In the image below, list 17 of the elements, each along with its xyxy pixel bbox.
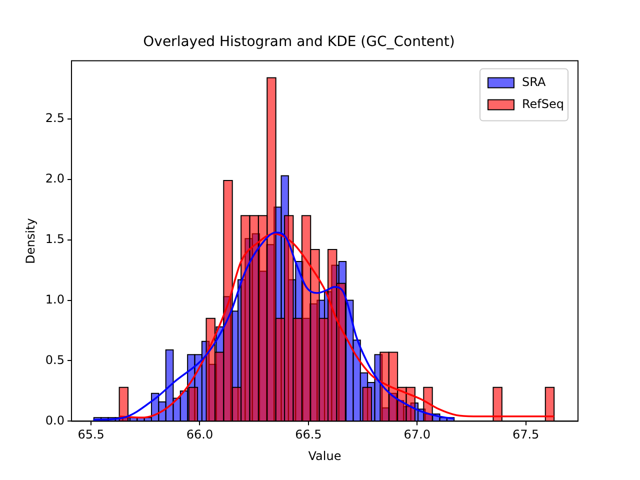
x-tick-label: 65.5 [78,428,104,442]
line-series [92,232,455,421]
y-tick-label: 1.5 [45,232,64,246]
y-tick-label: 0.0 [45,413,64,428]
x-tick-label: 66.5 [295,428,322,442]
x-tick-label: 67.0 [404,428,430,442]
y-tick-label: 2.5 [45,110,64,125]
x-tick-label: 67.5 [512,428,540,442]
y-tick-label: 2.0 [45,171,64,186]
legend-label: SRA [522,74,546,89]
y-tick-label: 1.0 [45,292,64,306]
chart-title: Overlayed Histogram and KDE (GC_Content) [143,34,455,50]
y-axis-title: Density [23,218,38,264]
x-axis-title: Value [308,448,342,463]
x-tick-label: 66.0 [186,428,214,442]
y-tick-label: 0.5 [45,352,64,367]
legend-label: RefSeq [522,96,564,111]
